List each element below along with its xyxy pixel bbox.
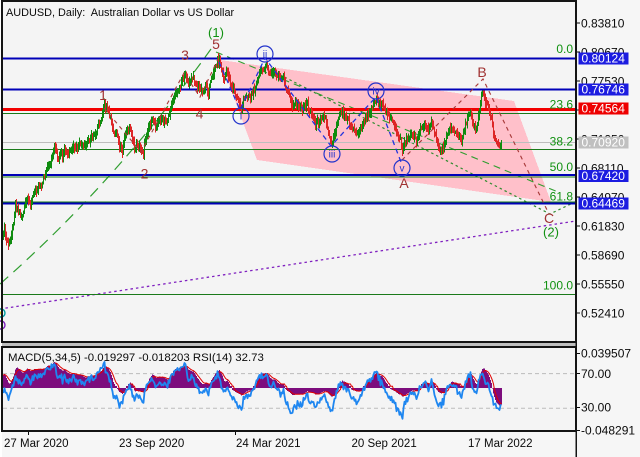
svg-text:17 Mar 2022: 17 Mar 2022 (468, 438, 533, 450)
svg-text:100.0: 100.0 (543, 279, 573, 293)
svg-text:0.52410: 0.52410 (581, 306, 625, 320)
svg-text:30.00: 30.00 (581, 401, 611, 415)
svg-text:4: 4 (196, 106, 204, 122)
svg-text:1: 1 (99, 87, 107, 103)
svg-text:0.55550: 0.55550 (581, 277, 625, 291)
svg-text:iv: iv (372, 87, 379, 98)
svg-text:61.8: 61.8 (550, 190, 574, 204)
svg-text:v: v (400, 164, 405, 175)
svg-text:(1): (1) (208, 25, 224, 40)
svg-text:ii: ii (263, 50, 267, 61)
svg-text:70.00: 70.00 (581, 367, 611, 381)
svg-text:A: A (399, 175, 409, 191)
svg-text:iii: iii (329, 150, 336, 161)
svg-text:AUDUSD, Daily: Australian Dol: AUDUSD, Daily: Australian Dollar vs US D… (6, 7, 235, 19)
svg-text:5: 5 (212, 36, 220, 52)
svg-text:0.0: 0.0 (556, 42, 573, 56)
svg-text:0.70920: 0.70920 (582, 136, 626, 150)
svg-text:0.64469: 0.64469 (582, 197, 626, 211)
svg-text:24 Mar 2021: 24 Mar 2021 (236, 438, 301, 450)
svg-text:C: C (544, 210, 554, 226)
svg-text:B: B (477, 64, 486, 80)
svg-text:27 Mar 2020: 27 Mar 2020 (4, 438, 69, 450)
svg-text:0.83810: 0.83810 (581, 16, 625, 30)
svg-text:0.67420: 0.67420 (582, 169, 626, 183)
svg-text:0.80124: 0.80124 (582, 52, 626, 66)
svg-text:0.58690: 0.58690 (581, 248, 625, 262)
svg-text:23.6: 23.6 (550, 98, 574, 112)
svg-text:0.61830: 0.61830 (581, 219, 625, 233)
svg-text:0.76746: 0.76746 (582, 83, 626, 97)
svg-text:20 Sep 2021: 20 Sep 2021 (352, 438, 417, 450)
svg-text:i: i (240, 112, 242, 123)
svg-text:3: 3 (181, 47, 189, 63)
svg-text:2: 2 (141, 165, 149, 181)
svg-text:-0.048291: -0.048291 (581, 424, 635, 438)
svg-text:MACD(5,34,5) -0.019297 -0.0182: MACD(5,34,5) -0.019297 -0.018203 RSI(14)… (8, 352, 264, 364)
svg-text:0.74564: 0.74564 (582, 102, 626, 116)
svg-text:23 Sep 2020: 23 Sep 2020 (119, 438, 184, 450)
svg-text:(2): (2) (543, 225, 559, 240)
svg-text:38.2: 38.2 (550, 134, 574, 148)
svg-text:0.039507: 0.039507 (581, 347, 631, 361)
svg-text:50.0: 50.0 (550, 160, 574, 174)
